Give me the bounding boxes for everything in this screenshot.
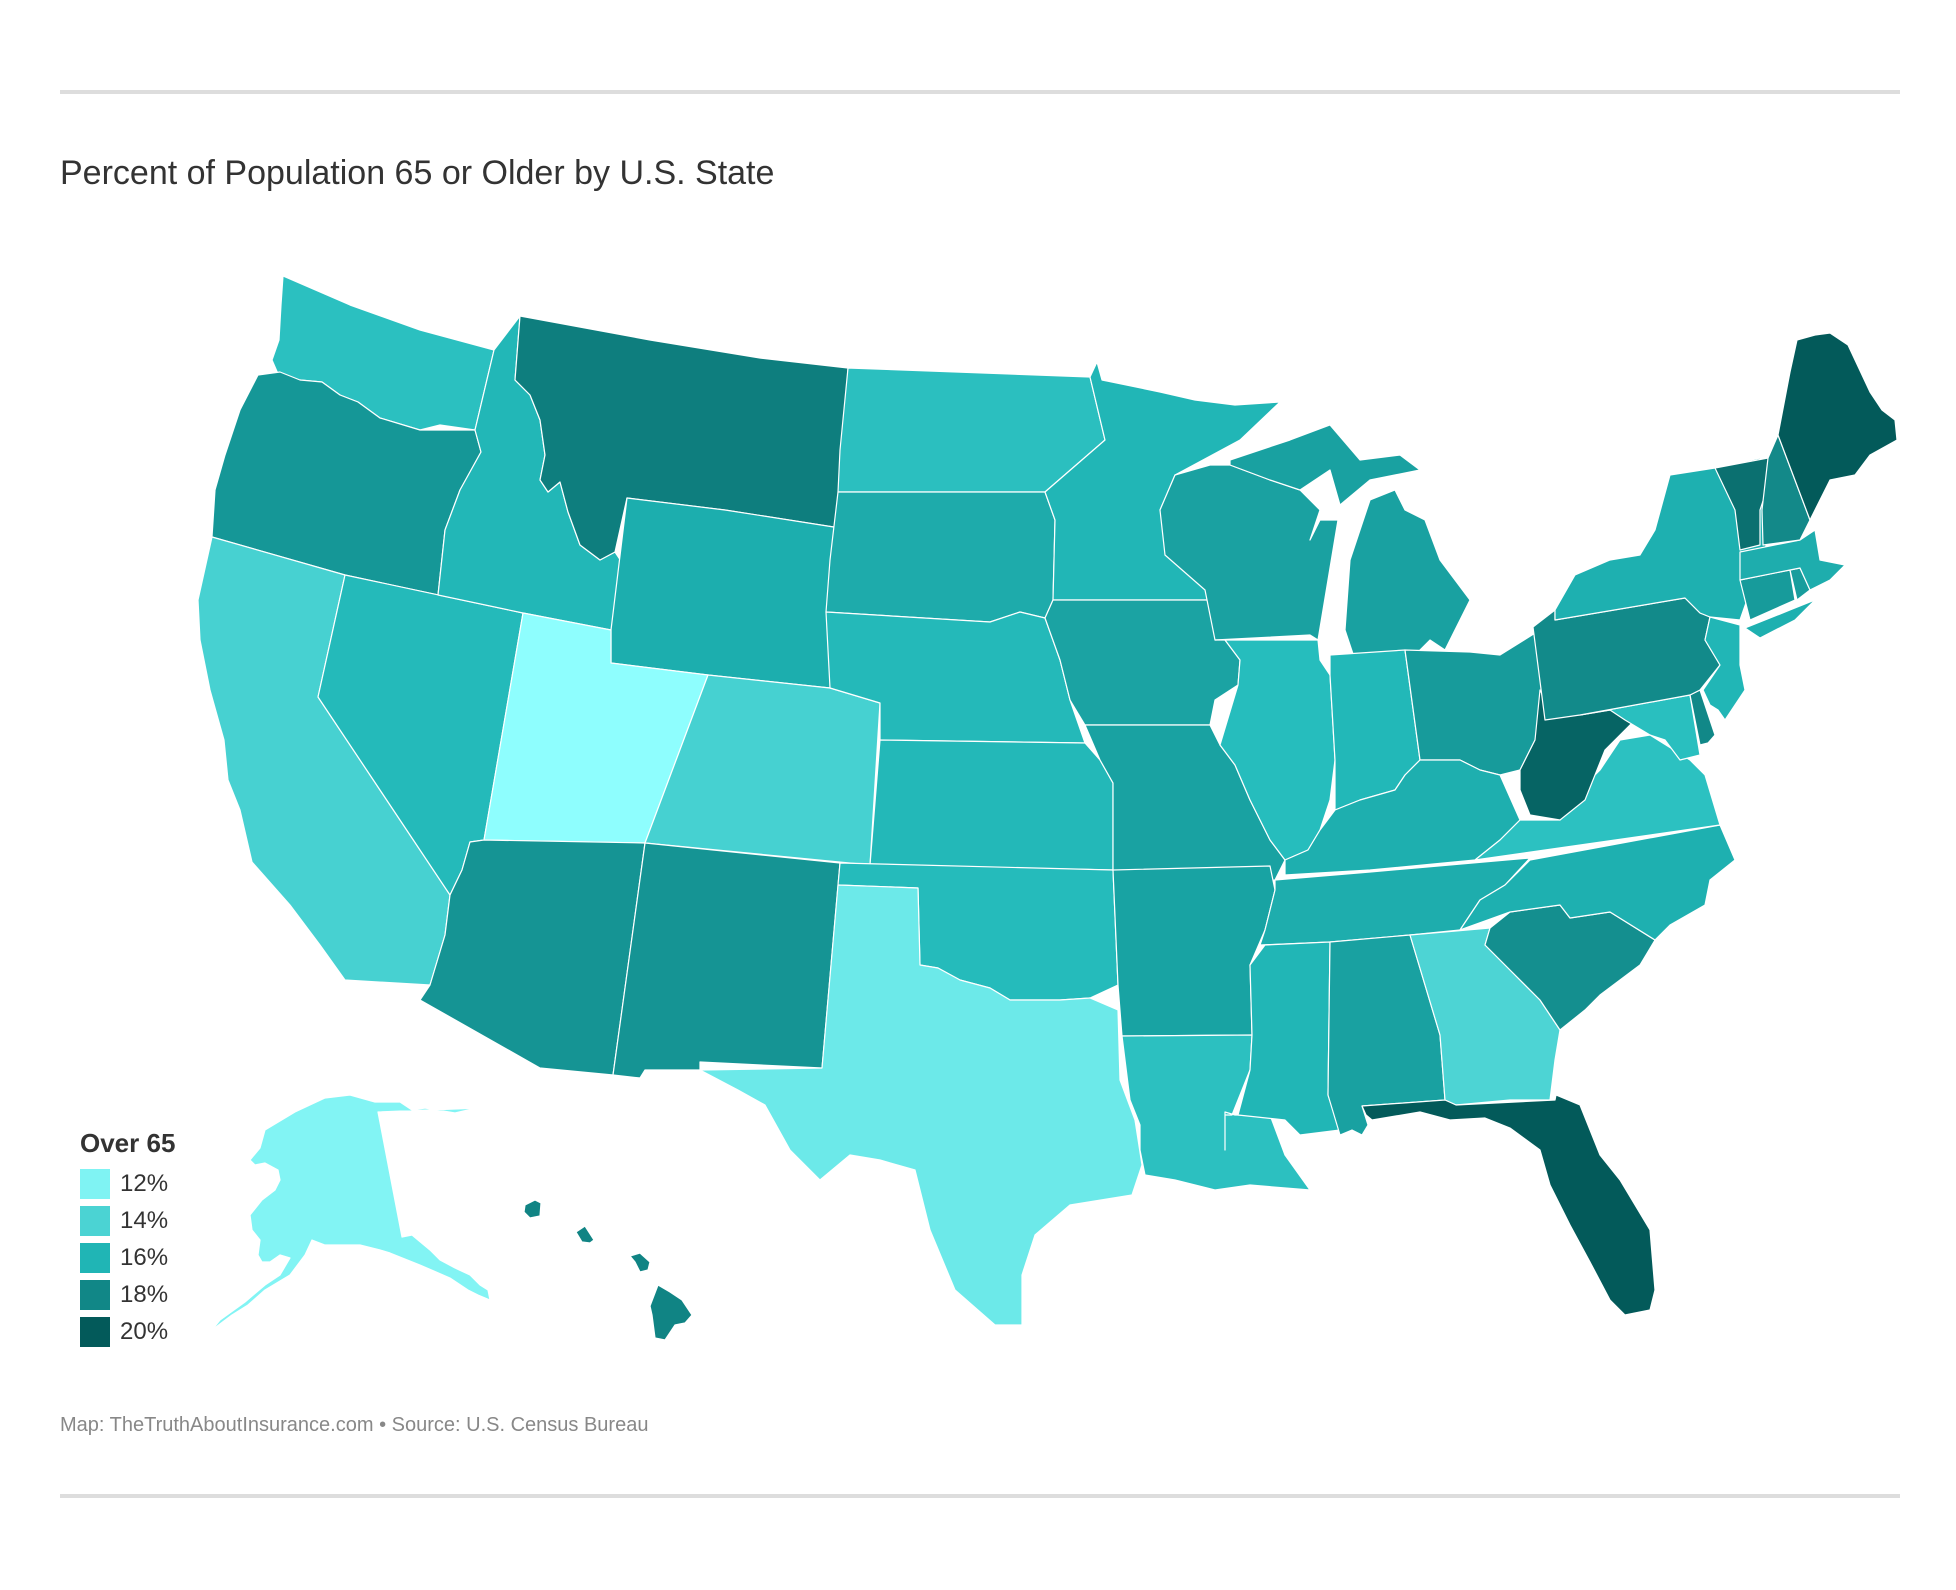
legend: Over 65 12% 14% 16% 18% 20%	[80, 1128, 175, 1350]
state-sd[interactable]	[825, 491, 1056, 623]
state-nc[interactable]	[1459, 824, 1736, 941]
state-wy[interactable]	[610, 497, 841, 689]
state-ks[interactable]	[869, 739, 1114, 871]
legend-title: Over 65	[80, 1128, 176, 1158]
state-hi-oahu[interactable]	[575, 1225, 595, 1244]
state-fl[interactable]	[1361, 1094, 1656, 1316]
legend-item: 12%	[80, 1165, 175, 1202]
state-ms[interactable]	[1237, 941, 1341, 1136]
legend-label: 12%	[120, 1169, 169, 1197]
state-co[interactable]	[644, 674, 881, 866]
state-hi-kauai[interactable]	[523, 1199, 542, 1219]
state-la[interactable]	[1121, 1034, 1311, 1191]
state-tx[interactable]	[699, 884, 1143, 1326]
state-va[interactable]	[1474, 734, 1721, 861]
state-ny-li[interactable]	[1744, 599, 1816, 639]
top-divider	[60, 90, 1900, 94]
state-hi-big[interactable]	[649, 1284, 693, 1341]
state-ak[interactable]	[211, 1094, 491, 1331]
state-mi-lower[interactable]	[1344, 489, 1471, 661]
legend-item: 18%	[80, 1276, 175, 1313]
state-me[interactable]	[1777, 332, 1898, 521]
state-oh[interactable]	[1404, 629, 1546, 776]
state-mi[interactable]	[1229, 424, 1421, 506]
legend-swatch	[80, 1205, 110, 1236]
footer-credits: Map: TheTruthAboutInsurance.com • Source…	[60, 1414, 648, 1437]
state-hi-maui[interactable]	[629, 1252, 651, 1273]
bottom-divider	[60, 1494, 1900, 1498]
map-credit: Map: TheTruthAboutInsurance.com	[60, 1414, 374, 1436]
state-md[interactable]	[1579, 694, 1701, 761]
state-nd[interactable]	[837, 367, 1106, 493]
legend-item: 16%	[80, 1239, 175, 1276]
state-nj[interactable]	[1702, 616, 1746, 721]
legend-label: 16%	[120, 1243, 169, 1271]
state-ma[interactable]	[1739, 529, 1846, 591]
chart-title: Percent of Population 65 or Older by U.S…	[60, 154, 775, 192]
legend-label: 20%	[120, 1317, 169, 1345]
legend-swatch	[80, 1316, 110, 1347]
legend-swatch	[80, 1242, 110, 1273]
state-ny[interactable]	[1554, 457, 1776, 621]
legend-swatch	[80, 1279, 110, 1310]
source-credit: Source: U.S. Census Bureau	[391, 1414, 649, 1436]
separator-dot: •	[379, 1414, 387, 1436]
state-ky[interactable]	[1284, 759, 1521, 876]
legend-item: 14%	[80, 1202, 175, 1239]
legend-label: 14%	[120, 1206, 169, 1234]
legend-label: 18%	[120, 1280, 169, 1308]
state-nm[interactable]	[612, 842, 841, 1079]
legend-item: 20%	[80, 1313, 175, 1350]
legend-swatch	[80, 1168, 110, 1199]
